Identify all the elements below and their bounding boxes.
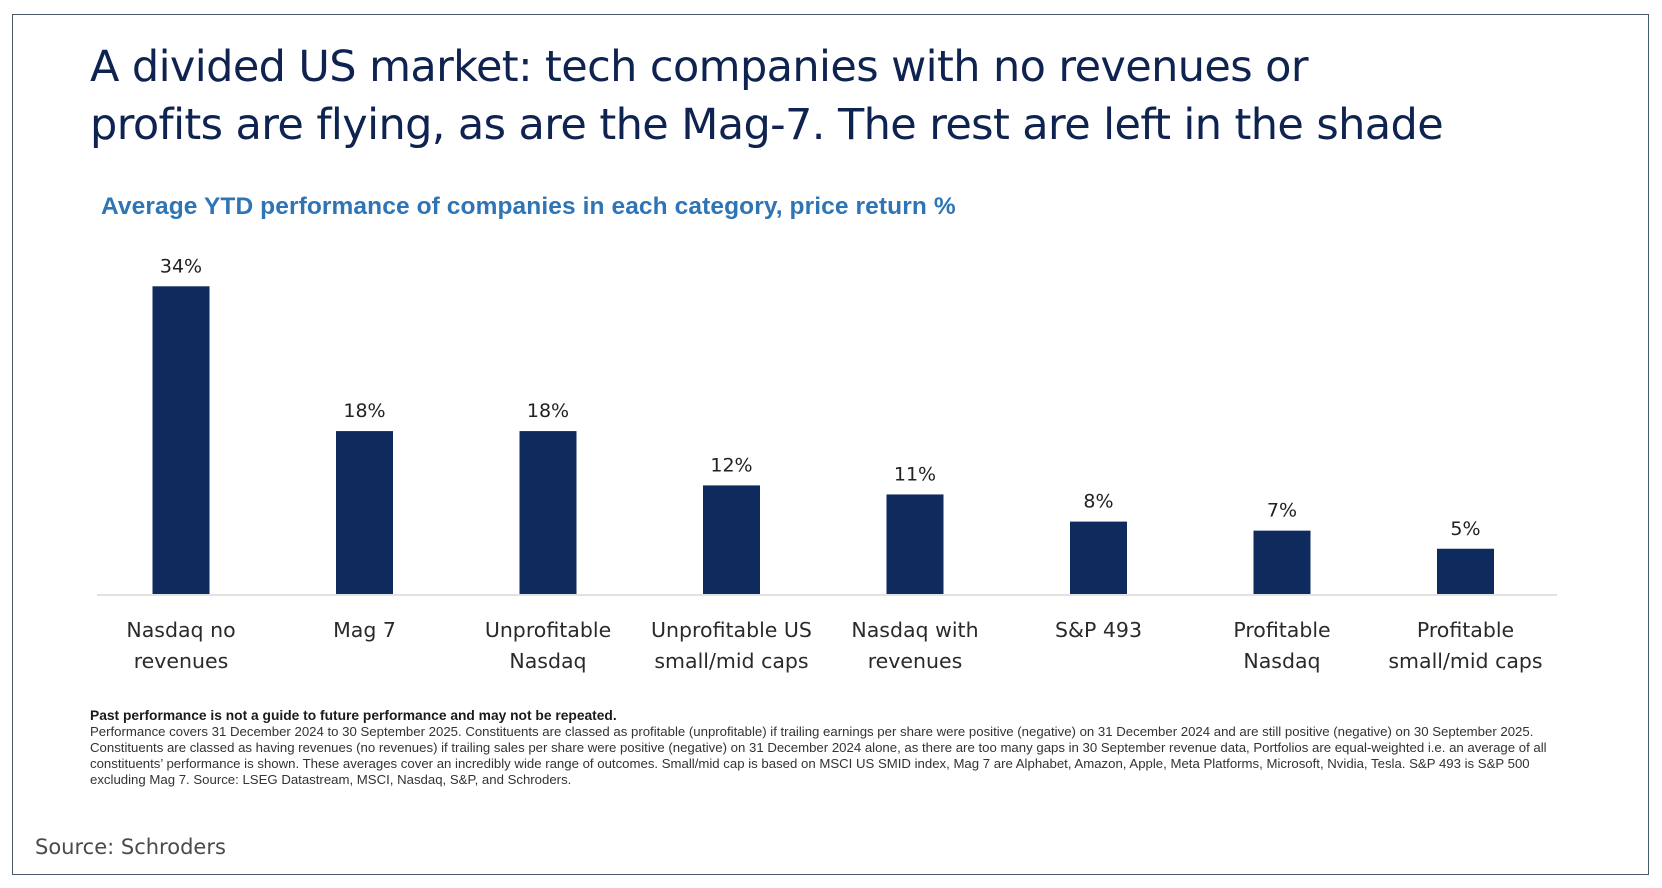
category-label: Nasdaq no [126,618,235,642]
data-label: 12% [710,454,752,476]
bar [1437,548,1494,594]
bar [703,485,760,594]
category-label: Nasdaq [509,649,586,673]
disclaimer-body: Performance covers 31 December 2024 to 3… [90,724,1547,787]
category-label: Profitable [1233,618,1330,642]
bar [152,286,210,594]
data-label: 18% [343,400,385,422]
category-label: Unprofitable US [651,618,812,642]
category-label: small/mid caps [654,649,808,673]
data-label: 34% [160,255,202,277]
category-label: Nasdaq with [851,618,978,642]
category-label: Unprofitable [485,618,611,642]
bar [886,494,944,594]
figure-frame [12,14,1649,875]
bar [1253,530,1311,594]
labels-layer: 34% Nasdaq no revenues 18% Mag 7 18% Unprofita… [126,255,1542,673]
category-label: revenues [868,649,963,673]
chart-title: A divided US market: tech companies with… [90,38,1630,154]
category-label: revenues [134,649,229,673]
category-label: S&P 493 [1055,618,1142,642]
disclaimer-heading: Past performance is not a guide to futur… [90,708,617,723]
data-label: 5% [1450,518,1480,540]
source-note: Source: Schroders [35,835,226,859]
bars-layer [152,286,1494,594]
chart-title-line-1: A divided US market: tech companies with… [90,42,1309,92]
bar-chart: 34% Nasdaq no revenues 18% Mag 7 18% Unprofita… [97,255,1557,673]
chart-subtitle: Average YTD performance of companies in … [101,193,956,220]
category-label: Nasdaq [1243,649,1320,673]
category-label: small/mid caps [1388,649,1542,673]
bar [519,431,577,594]
disclaimer: Past performance is not a guide to futur… [90,708,1570,788]
data-label: 7% [1267,500,1297,522]
data-label: 18% [527,400,569,422]
chart-title-line-2: profits are flying, as are the Mag-7. Th… [90,100,1444,150]
category-label: Mag 7 [333,618,396,642]
bar [1070,521,1127,594]
bar [336,431,393,594]
category-label: Profitable [1417,618,1514,642]
data-label: 11% [894,463,936,485]
data-label: 8% [1083,491,1113,513]
